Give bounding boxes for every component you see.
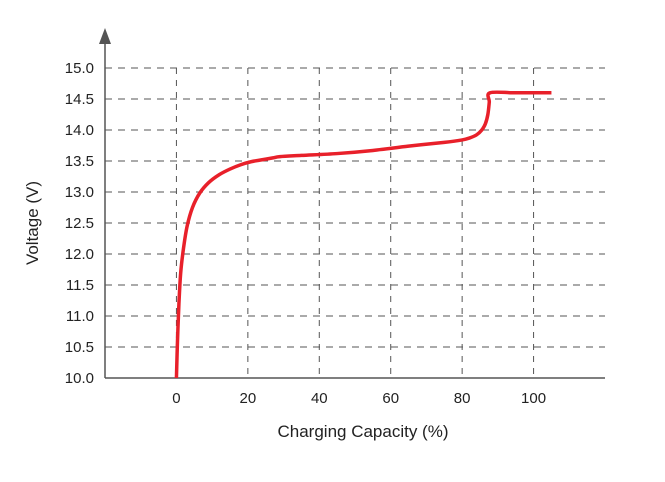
x-tick-labels: 0 20 40 60 80 100 — [172, 390, 546, 407]
y-tick-label: 13.5 — [65, 153, 94, 170]
x-tick-label: 0 — [172, 390, 180, 407]
y-tick-label: 12.5 — [65, 215, 94, 232]
y-tick-label: 14.0 — [65, 122, 94, 139]
y-tick-label: 11.0 — [66, 308, 94, 325]
x-tick-label: 40 — [311, 390, 328, 407]
x-tick-label: 60 — [382, 390, 399, 407]
x-tick-label: 80 — [454, 390, 471, 407]
y-tick-labels: 10.0 10.5 11.0 11.5 12.0 12.5 13.0 13.5 14.0 14.5… — [65, 60, 94, 387]
x-tick-label: 20 — [240, 390, 257, 407]
y-tick-label: 15.0 — [65, 60, 94, 77]
grid-lines — [105, 67, 605, 378]
x-axis-title: Charging Capacity (%) — [277, 422, 448, 441]
axes — [99, 28, 605, 379]
y-tick-label: 12.0 — [65, 246, 94, 263]
y-tick-label: 11.5 — [66, 277, 94, 294]
x-tick-label: 100 — [521, 390, 546, 407]
y-tick-label: 14.5 — [65, 91, 94, 108]
series-group — [174, 90, 552, 379]
y-tick-label: 10.5 — [65, 339, 94, 356]
y-axis-arrow — [99, 28, 111, 44]
y-tick-label: 10.0 — [65, 370, 94, 387]
y-axis-title: Voltage (V) — [23, 181, 42, 265]
y-tick-label: 13.0 — [65, 184, 94, 201]
series-line — [174, 90, 552, 379]
